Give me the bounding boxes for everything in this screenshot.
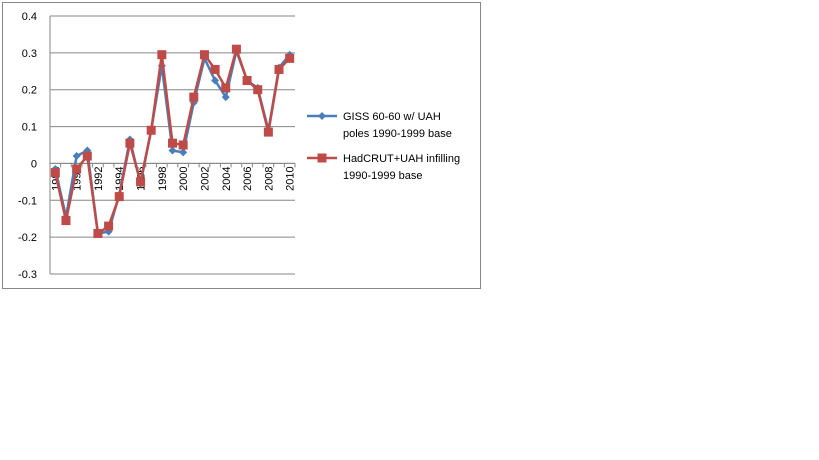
- legend: GISS 60-60 w/ UAH poles 1990-1999 base Had…: [307, 111, 460, 182]
- x-tick-label: 2004: [221, 166, 233, 190]
- series-1-point: [93, 228, 103, 238]
- series-1-point: [114, 192, 124, 202]
- series-0-point: [179, 148, 188, 157]
- x-tick-label: 1992: [93, 166, 105, 190]
- legend-marker-square: [317, 153, 327, 163]
- series-1-point: [263, 127, 273, 137]
- legend-label-0: poles 1990-1999 base: [343, 128, 452, 140]
- y-tick-label: 0: [31, 158, 37, 170]
- series-0-point: [221, 93, 230, 102]
- series-1-point: [189, 92, 199, 102]
- series-lines: [50, 44, 295, 238]
- series-1-point: [72, 164, 82, 174]
- gridlines: [49, 15, 296, 275]
- series-1-point: [82, 151, 92, 161]
- legend-label-1: HadCRUT+UAH infilling: [343, 153, 460, 165]
- line-chart: -0.3-0.2-0.100.10.20.30.4 1988 1990 1992 19…: [18, 11, 460, 281]
- series-1-point: [274, 64, 284, 74]
- y-tick-label: -0.1: [18, 195, 37, 207]
- series-1-point: [157, 50, 167, 60]
- x-tick-label: 2002: [199, 166, 211, 190]
- chart-frame: -0.3 -0.2 -0.1 0 0.1 0.2 0.3 0.4 1988 1990 1992 19…: [2, 2, 481, 289]
- y-tick-label: 0.4: [22, 11, 37, 23]
- y-tick-label: 0.1: [22, 122, 37, 134]
- legend-label-0: GISS 60-60 w/ UAH: [343, 111, 441, 123]
- x-tick-label: 2006: [242, 166, 254, 190]
- y-tick-label: 0.3: [22, 48, 37, 60]
- series-0-point: [168, 146, 177, 155]
- series-1-point: [136, 177, 146, 187]
- legend-marker-diamond: [318, 112, 326, 120]
- series-1-point: [199, 50, 209, 60]
- x-tick-label: 2000: [178, 166, 190, 190]
- y-axis-tick-labels: -0.3 -0.2 -0.1 0 0.1 0.2 0.3 0.4: [18, 11, 37, 281]
- series-1-point: [242, 76, 252, 85]
- series-0-point: [72, 152, 81, 161]
- series-1-point: [61, 216, 71, 226]
- x-tick-label: 2010: [285, 166, 297, 190]
- y-tick-label: -0.2: [18, 232, 37, 244]
- legend-label-1: 1990-1999 base: [343, 170, 423, 182]
- series-1-point: [125, 138, 135, 148]
- series-0-point: [211, 76, 220, 85]
- series-1-point: [231, 44, 241, 54]
- y-tick-label: 0.2: [22, 85, 37, 97]
- series-1-point: [104, 221, 114, 231]
- series-1-point: [253, 85, 263, 95]
- series-1-point: [221, 83, 231, 93]
- y-tick-label: -0.3: [18, 269, 37, 281]
- x-tick-label: 1998: [157, 166, 169, 190]
- series-1-point: [178, 140, 188, 150]
- x-tick-label: 2008: [263, 166, 275, 190]
- series-1-point: [50, 168, 60, 178]
- series-1-point: [285, 53, 295, 63]
- series-1-point: [210, 64, 220, 74]
- series-1-point: [168, 138, 177, 148]
- x-axis-tick-labels: 1988199019921994199619982000200220042006…: [50, 166, 296, 190]
- series-1-point: [146, 125, 156, 135]
